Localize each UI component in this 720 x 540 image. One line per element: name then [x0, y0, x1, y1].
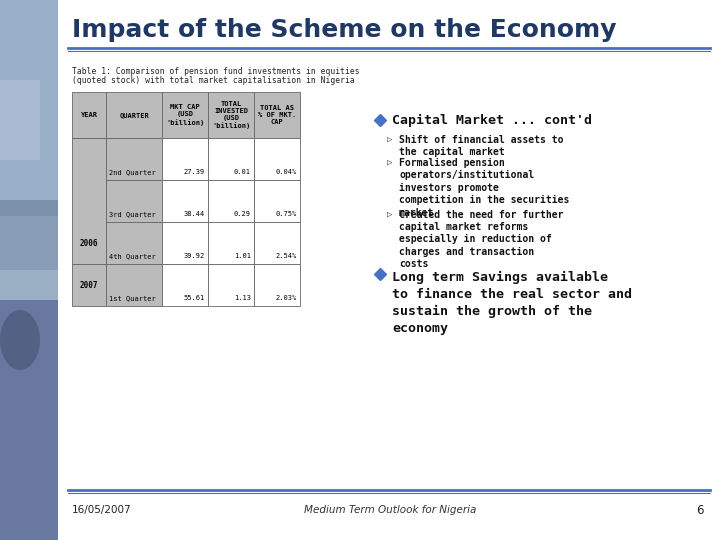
- Text: 1.01: 1.01: [234, 253, 251, 259]
- Bar: [106, 222, 162, 264]
- Bar: [208, 222, 254, 264]
- Bar: [0, 378, 58, 432]
- Text: 2nd Quarter: 2nd Quarter: [109, 169, 156, 175]
- Text: Long term Savings available
to finance the real sector and
sustain the growth of: Long term Savings available to finance t…: [392, 271, 632, 335]
- Text: Table 1: Comparison of pension fund investments in equities: Table 1: Comparison of pension fund inve…: [72, 67, 359, 76]
- Bar: [106, 138, 162, 180]
- Bar: [208, 264, 254, 306]
- Bar: [0, 486, 58, 540]
- Bar: [72, 138, 106, 264]
- Text: 55.61: 55.61: [184, 295, 205, 301]
- Text: ▷: ▷: [387, 158, 392, 167]
- Bar: [72, 264, 106, 306]
- Text: 6: 6: [696, 503, 704, 516]
- Bar: [254, 222, 300, 264]
- Bar: [0, 270, 58, 324]
- Text: Shift of financial assets to
the capital market: Shift of financial assets to the capital…: [399, 135, 564, 158]
- Bar: [208, 180, 254, 222]
- Bar: [0, 300, 58, 540]
- Text: Created the need for further
capital market reforms
especially in reduction of
c: Created the need for further capital mar…: [399, 210, 564, 269]
- Bar: [0, 324, 58, 378]
- Text: Capital Market ... cont'd: Capital Market ... cont'd: [392, 113, 592, 126]
- Text: 1st Quarter: 1st Quarter: [109, 295, 156, 301]
- Text: Formalised pension
operators/institutional
investors promote
competition in the : Formalised pension operators/institution…: [399, 158, 570, 218]
- Bar: [0, 162, 58, 216]
- Bar: [162, 138, 208, 180]
- Bar: [58, 490, 720, 540]
- Text: 2.54%: 2.54%: [276, 253, 297, 259]
- Bar: [0, 0, 58, 54]
- Text: 0.01: 0.01: [234, 169, 251, 175]
- Text: Impact of the Scheme on the Economy: Impact of the Scheme on the Economy: [72, 18, 616, 42]
- Text: (quoted stock) with total market capitalisation in Nigeria: (quoted stock) with total market capital…: [72, 76, 355, 85]
- Bar: [0, 0, 58, 200]
- Text: 38.44: 38.44: [184, 211, 205, 217]
- Text: 39.92: 39.92: [184, 253, 205, 259]
- Text: 2.03%: 2.03%: [276, 295, 297, 301]
- Text: TOTAL AS
% OF MKT.
CAP: TOTAL AS % OF MKT. CAP: [258, 105, 296, 125]
- Text: 16/05/2007: 16/05/2007: [72, 505, 132, 515]
- Bar: [0, 54, 58, 108]
- Bar: [72, 92, 106, 138]
- Text: Medium Term Outlook for Nigeria: Medium Term Outlook for Nigeria: [304, 505, 476, 515]
- Text: MKT CAP
(USD
'billion): MKT CAP (USD 'billion): [166, 104, 204, 126]
- Text: QUARTER: QUARTER: [119, 112, 149, 118]
- Text: 2007: 2007: [80, 280, 98, 289]
- Bar: [162, 92, 208, 138]
- Text: TOTAL
INVESTED
(USD
'billion): TOTAL INVESTED (USD 'billion): [212, 100, 250, 130]
- Text: 2006: 2006: [80, 239, 98, 247]
- Text: 0.75%: 0.75%: [276, 211, 297, 217]
- Ellipse shape: [0, 310, 40, 370]
- Bar: [162, 222, 208, 264]
- Bar: [106, 264, 162, 306]
- Text: 0.04%: 0.04%: [276, 169, 297, 175]
- Bar: [208, 92, 254, 138]
- Text: ▷: ▷: [387, 135, 392, 144]
- Bar: [162, 180, 208, 222]
- Text: 4th Quarter: 4th Quarter: [109, 253, 156, 259]
- Bar: [254, 92, 300, 138]
- Bar: [162, 264, 208, 306]
- Text: 3rd Quarter: 3rd Quarter: [109, 211, 156, 217]
- Bar: [254, 180, 300, 222]
- Text: 1.13: 1.13: [234, 295, 251, 301]
- Bar: [106, 92, 162, 138]
- Bar: [254, 138, 300, 180]
- Bar: [106, 180, 162, 222]
- Text: YEAR: YEAR: [81, 112, 97, 118]
- Bar: [254, 264, 300, 306]
- Bar: [0, 80, 40, 160]
- Text: ▷: ▷: [387, 210, 392, 219]
- Bar: [0, 216, 58, 270]
- Bar: [0, 432, 58, 486]
- Text: 27.39: 27.39: [184, 169, 205, 175]
- Bar: [208, 138, 254, 180]
- Bar: [0, 108, 58, 162]
- Text: 0.29: 0.29: [234, 211, 251, 217]
